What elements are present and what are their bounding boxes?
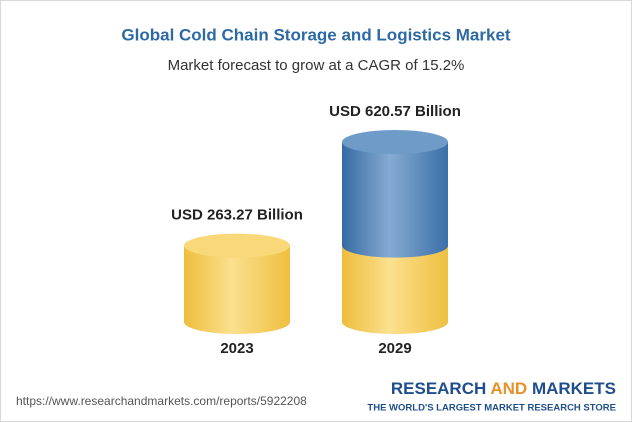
tagline: THE WORLD'S LARGEST MARKET RESEARCH STOR… xyxy=(367,403,616,414)
cylinder-top xyxy=(342,130,448,154)
cylinder-top xyxy=(184,233,290,258)
brand-part: RESEARCH xyxy=(391,379,486,398)
category-label: 2029 xyxy=(378,340,411,357)
value-label: USD 620.57 Billion xyxy=(329,103,461,120)
cylinder-body xyxy=(184,245,290,334)
brand: RESEARCH AND MARKETS xyxy=(391,379,616,398)
cylinder-body xyxy=(342,142,448,258)
value-label: USD 263.27 Billion xyxy=(171,207,303,224)
source-url: https://www.researchandmarkets.com/repor… xyxy=(16,394,307,408)
cylinder-base-segment xyxy=(342,245,448,334)
chart-subtitle: Market forecast to grow at a CAGR of 15.… xyxy=(168,57,465,74)
chart-title: Global Cold Chain Storage and Logistics … xyxy=(121,25,511,44)
brand-part: MARKETS xyxy=(532,379,616,398)
brand-part: AND xyxy=(490,379,527,398)
category-label: 2023 xyxy=(220,340,253,357)
